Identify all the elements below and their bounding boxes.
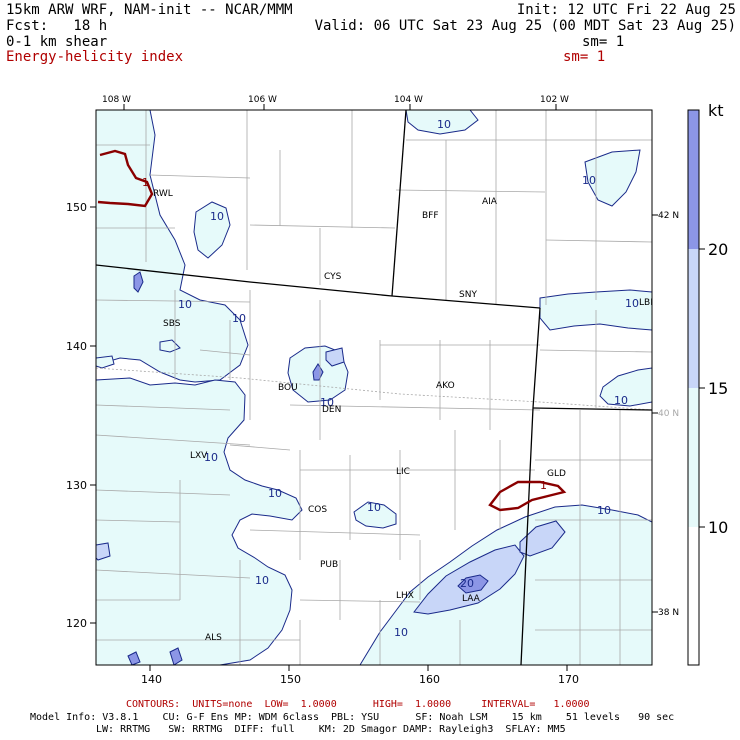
contour-label: 10 (204, 451, 218, 464)
field1-name: 0-1 km shear (6, 34, 108, 50)
colorbar-label: 15 (708, 379, 728, 398)
field2-name: Energy-helicity index (6, 49, 184, 65)
city-label: LBF (639, 298, 655, 308)
colorbar: kt 20 15 10 (687, 101, 728, 666)
city-label: AKO (436, 381, 455, 391)
bottom-x-label: 140 (141, 673, 162, 686)
contour-label: 10 (255, 574, 269, 587)
map-area: 10 10 10 10 10 10 10 10 10 10 10 10 10 1… (96, 110, 655, 665)
ehi-contours (97, 149, 567, 512)
contour-label: 10 (597, 504, 611, 517)
city-label: COS (308, 505, 327, 515)
top-lon-label: 108 W (102, 95, 131, 105)
bottom-x-label: 160 (419, 673, 440, 686)
colorbar-segment-10-15 (688, 388, 699, 527)
left-y-label: 120 (66, 617, 87, 630)
shear-20kt-regions (127, 271, 489, 665)
contour-label: 10 (320, 396, 334, 409)
valid-time: Valid: 06 UTC Sat 23 Aug 25 (00 MDT Sat … (314, 18, 736, 34)
contour-label: 20 (460, 577, 474, 590)
city-label: CYS (324, 272, 342, 282)
tick-marks (90, 104, 658, 671)
contour-label: 10 (178, 298, 192, 311)
colorbar-unit: kt (708, 101, 724, 120)
colorbar-segment-15-20 (688, 249, 699, 388)
city-label: LXV (190, 451, 208, 461)
left-y-label: 140 (66, 340, 87, 353)
contour-label: 10 (614, 394, 628, 407)
model-info-line2: LW: RRTMG SW: RRTMG DIFF: full KM: 2D Sm… (96, 724, 566, 735)
contour-label: 10 (394, 626, 408, 639)
top-lon-label: 102 W (540, 95, 569, 105)
left-y-label: 130 (66, 479, 87, 492)
city-label: RWL (153, 189, 173, 199)
contour-label: 10 (210, 210, 224, 223)
city-label: LAA (462, 594, 481, 604)
forecast-hour: Fcst: 18 h (6, 18, 108, 34)
colorbar-segment-below10 (688, 527, 699, 665)
county-borders (96, 110, 652, 665)
bottom-x-label: 150 (280, 673, 301, 686)
right-lat-label: 42 N (658, 211, 679, 221)
city-label: LIC (396, 467, 410, 477)
axis-labels: 108 W 106 W 104 W 102 W 140 150 160 170 … (66, 95, 679, 686)
contour-label: 10 (232, 312, 246, 325)
colorbar-label: 10 (708, 518, 728, 537)
contour-label: 1 (540, 479, 547, 492)
model-info-line1: Model Info: V3.8.1 CU: G-F Ens MP: WDM 6… (30, 712, 675, 723)
map-frame (95, 109, 653, 666)
field2-smoothing: sm= 1 (563, 49, 606, 65)
bottom-x-label: 170 (558, 673, 579, 686)
city-label: AIA (482, 197, 498, 207)
init-time: Init: 12 UTC Fri 22 Aug 25 (516, 2, 736, 18)
city-label: BFF (422, 211, 439, 221)
right-lat-label: 40 N (658, 409, 679, 419)
contour-labels: 10 10 10 10 10 10 10 10 10 10 10 10 10 1… (142, 118, 639, 639)
shear-10kt-regions (96, 110, 652, 665)
model-title: 15km ARW WRF, NAM-init -- NCAR/MMM (6, 2, 293, 18)
top-lon-label: 106 W (248, 95, 277, 105)
contour-label: 10 (625, 297, 639, 310)
city-label: DEN (322, 405, 341, 415)
city-label: ALS (205, 633, 222, 643)
latitude-40n-line (96, 367, 652, 411)
state-borders (96, 110, 652, 665)
city-label: BOU (278, 383, 298, 393)
contour-label: 10 (367, 501, 381, 514)
colorbar-segment-20plus (688, 110, 699, 249)
contour-label: 10 (437, 118, 451, 131)
left-y-label: 150 (66, 201, 87, 214)
colorbar-label: 20 (708, 240, 728, 259)
city-label: LHX (396, 591, 414, 601)
city-labels: RWL BFF AIA CYS SNY LBF SBS BOU DEN AKO … (153, 189, 655, 643)
right-lat-label: 38 N (658, 608, 679, 618)
city-label: SNY (459, 290, 477, 300)
contour-label: 10 (268, 487, 282, 500)
top-lon-label: 104 W (394, 95, 423, 105)
contour-label: 1 (142, 176, 149, 189)
city-label: SBS (163, 319, 181, 329)
field1-smoothing: sm= 1 (582, 34, 625, 50)
city-label: GLD (547, 469, 566, 479)
contour-info: CONTOURS: UNITS=none LOW= 1.0000 HIGH= 1… (126, 699, 590, 710)
contour-label: 10 (582, 174, 596, 187)
city-label: PUB (320, 560, 338, 570)
